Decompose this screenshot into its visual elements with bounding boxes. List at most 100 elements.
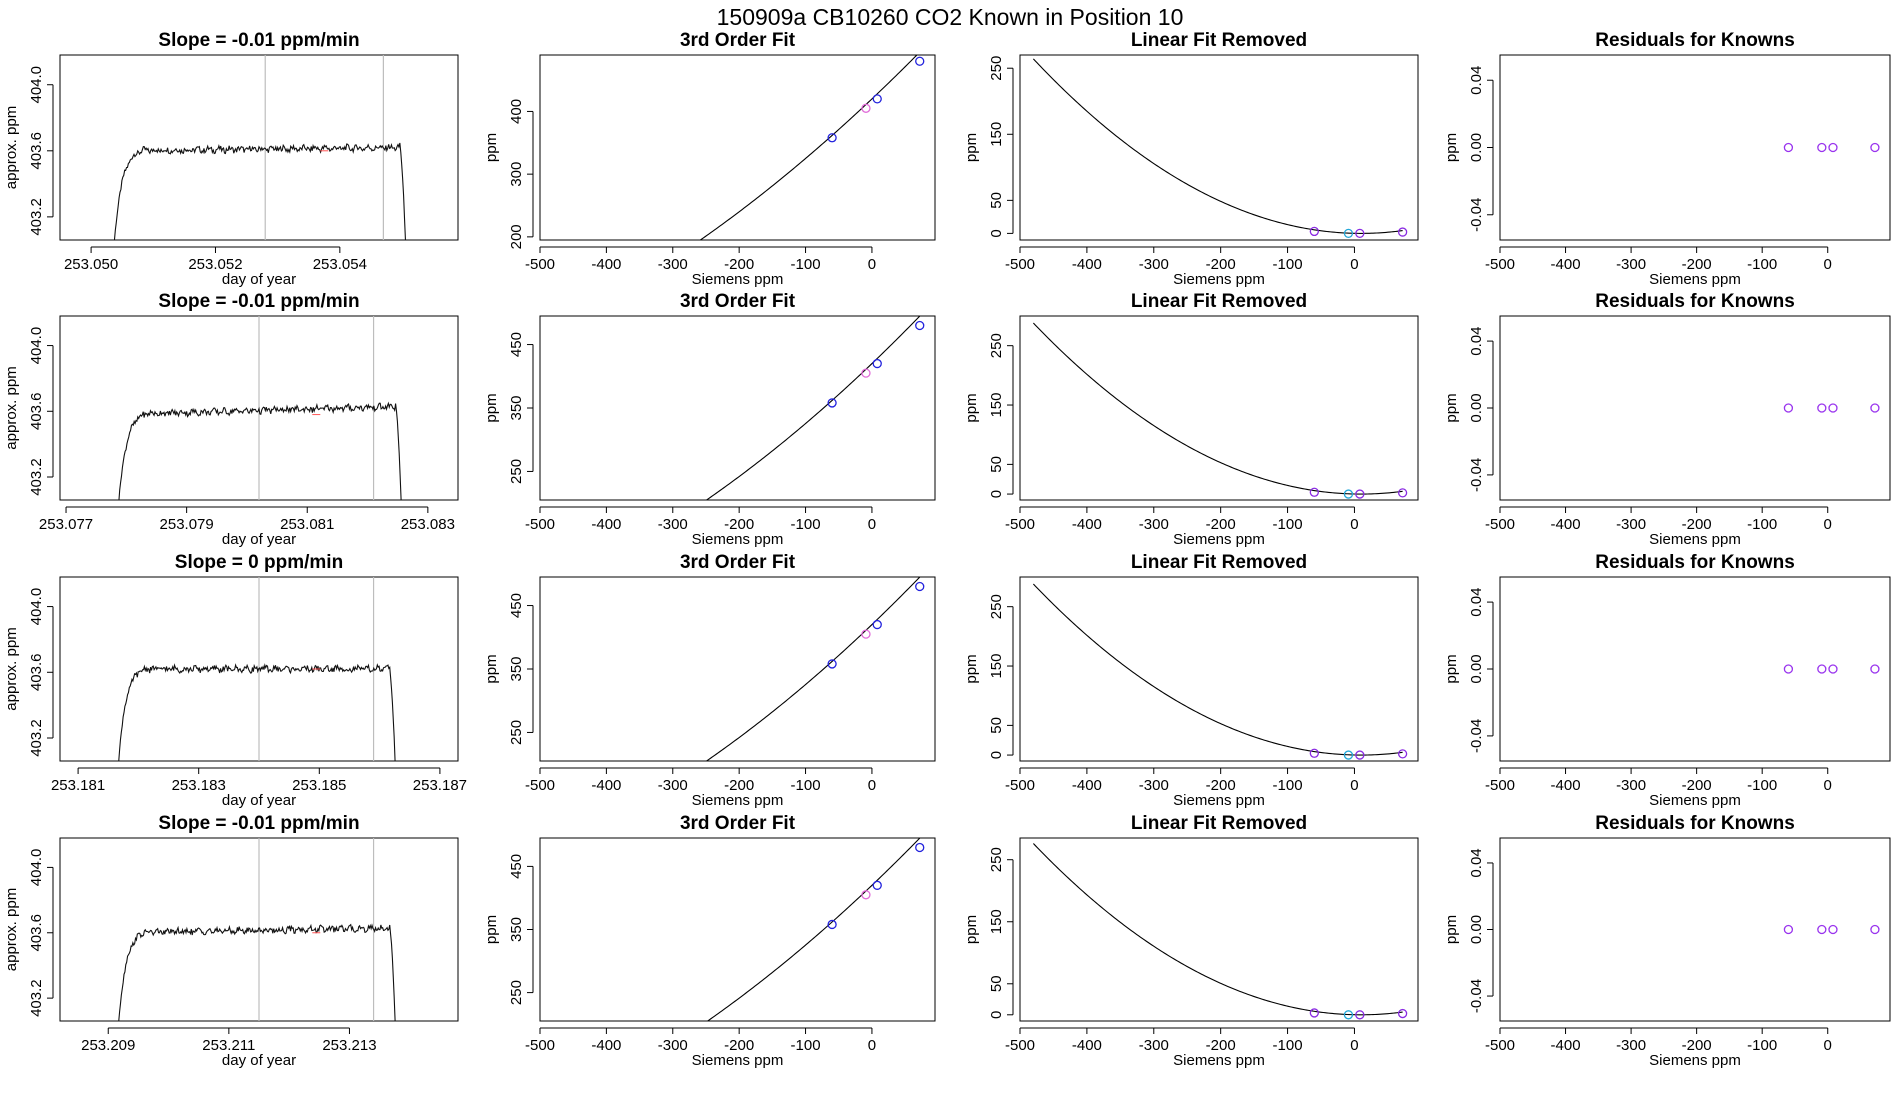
y-tick-label: 150 [988, 654, 1005, 679]
y-tick-label: -0.04 [1468, 198, 1485, 232]
plot-frame [539, 837, 936, 1022]
y-axis-label: ppm [483, 915, 500, 944]
y-tick-label: 403.2 [28, 719, 45, 757]
x-axis-label: Siemens ppm [1173, 792, 1265, 809]
x-tick-label: -400 [1072, 516, 1102, 533]
panel-title: 3rd Order Fit [680, 813, 796, 834]
data-point [872, 880, 882, 890]
y-tick-label: 0.04 [1468, 587, 1485, 616]
plot-frame [1019, 54, 1419, 241]
panel-title: Linear Fit Removed [1131, 30, 1307, 51]
y-tick-label: 200 [508, 224, 525, 249]
data-point [1397, 1008, 1408, 1019]
y-tick-label: 403.2 [28, 979, 45, 1017]
y-tick-label: 450 [508, 332, 525, 357]
plot-area [1783, 142, 1880, 153]
figure-title: 150909a CB10260 CO2 Known in Position 10 [717, 4, 1184, 30]
panel-title: Residuals for Knowns [1595, 30, 1795, 51]
y-tick-label: 250 [988, 847, 1005, 872]
y-tick-label: 250 [988, 56, 1005, 81]
data-point [1355, 228, 1365, 239]
y-tick-label: 404.0 [28, 327, 45, 365]
x-tick-label: -500 [525, 777, 555, 794]
plot-frame [1499, 315, 1891, 501]
y-tick-label: 0.04 [1468, 326, 1485, 355]
y-axis-label: ppm [1443, 133, 1460, 162]
y-tick-label: 403.6 [28, 132, 45, 170]
x-tick-label: -200 [724, 516, 754, 533]
panel-title: Residuals for Knowns [1595, 552, 1795, 573]
panel-title: Residuals for Knowns [1595, 813, 1795, 834]
x-tick-label: -500 [525, 1037, 555, 1054]
x-tick-label: 253.079 [160, 516, 214, 533]
x-axis-label: day of year [222, 271, 296, 288]
data-point [1343, 228, 1354, 239]
x-axis-label: Siemens ppm [692, 1052, 784, 1069]
x-tick-label: -100 [791, 516, 821, 533]
panel-linear-row-1: Linear Fit Removed -500 -400 -300 -200 -100 0 S… [963, 30, 1419, 288]
data-point [1397, 749, 1408, 759]
panel-raw-row-4: Slope = -0.01 ppm/min 253.209 253.211 253.2… [3, 813, 459, 1069]
y-tick-label: -0.04 [1468, 458, 1485, 492]
data-point [1817, 924, 1827, 935]
x-tick-label: 253.054 [313, 256, 367, 273]
data-point [1309, 748, 1319, 758]
x-tick-label: -100 [1273, 516, 1303, 533]
y-tick-label: 250 [508, 459, 525, 484]
y-tick-label: 300 [508, 162, 525, 187]
y-tick-label: 0.00 [1468, 915, 1485, 944]
data-point [1397, 488, 1408, 498]
data-point [872, 94, 882, 104]
y-tick-label: -0.04 [1468, 979, 1485, 1013]
y-tick-label: 403.6 [28, 654, 45, 692]
x-tick-label: 0 [868, 516, 876, 533]
fit-curve-line [705, 577, 921, 761]
plot-area [1783, 924, 1880, 935]
y-tick-label: 404.0 [28, 849, 45, 887]
x-tick-label: -300 [658, 516, 688, 533]
x-tick-label: -300 [1139, 516, 1169, 533]
y-tick-label: 450 [508, 593, 525, 618]
y-axis-label: ppm [963, 654, 980, 683]
plot-area [118, 838, 396, 1021]
y-axis-label: ppm [963, 393, 980, 422]
plot-area [699, 55, 925, 240]
x-tick-label: -500 [1485, 1037, 1515, 1054]
data-point [1828, 142, 1838, 153]
linear-removed-curve-line [1032, 843, 1403, 1016]
y-tick-label: 350 [508, 917, 525, 942]
x-tick-label: 253.209 [81, 1037, 135, 1054]
data-point [1343, 750, 1354, 760]
data-point [915, 842, 925, 853]
fit-curve-line [699, 55, 918, 240]
data-point [1828, 403, 1838, 413]
x-axis-label: Siemens ppm [1649, 792, 1741, 809]
y-axis-label: ppm [483, 133, 500, 162]
x-tick-label: -500 [525, 256, 555, 273]
plot-area [118, 577, 396, 761]
plot-area [1032, 583, 1408, 760]
x-axis-label: day of year [222, 531, 296, 548]
data-point [1817, 664, 1827, 674]
x-tick-label: -400 [1551, 777, 1581, 794]
y-tick-label: 150 [988, 393, 1005, 418]
x-tick-label: -500 [1485, 777, 1515, 794]
data-point [827, 659, 837, 669]
x-tick-label: -200 [1682, 256, 1712, 273]
y-tick-label: 350 [508, 656, 525, 681]
plot-frame [539, 576, 936, 762]
plot-frame [539, 54, 936, 241]
x-tick-label: -500 [1485, 516, 1515, 533]
data-point [827, 398, 837, 408]
data-point [861, 368, 871, 378]
data-point [1783, 664, 1794, 674]
panel-linear-row-4: Linear Fit Removed -500 -400 -300 -200 -100 0 S… [963, 813, 1419, 1069]
data-point [1870, 142, 1880, 153]
x-axis-label: Siemens ppm [1649, 531, 1741, 548]
data-point [1783, 924, 1794, 935]
data-point [915, 56, 925, 66]
data-point [1309, 487, 1319, 497]
x-tick-label: -500 [1005, 516, 1035, 533]
y-tick-label: 0.00 [1468, 654, 1485, 683]
y-tick-label: 0 [988, 1011, 1005, 1019]
